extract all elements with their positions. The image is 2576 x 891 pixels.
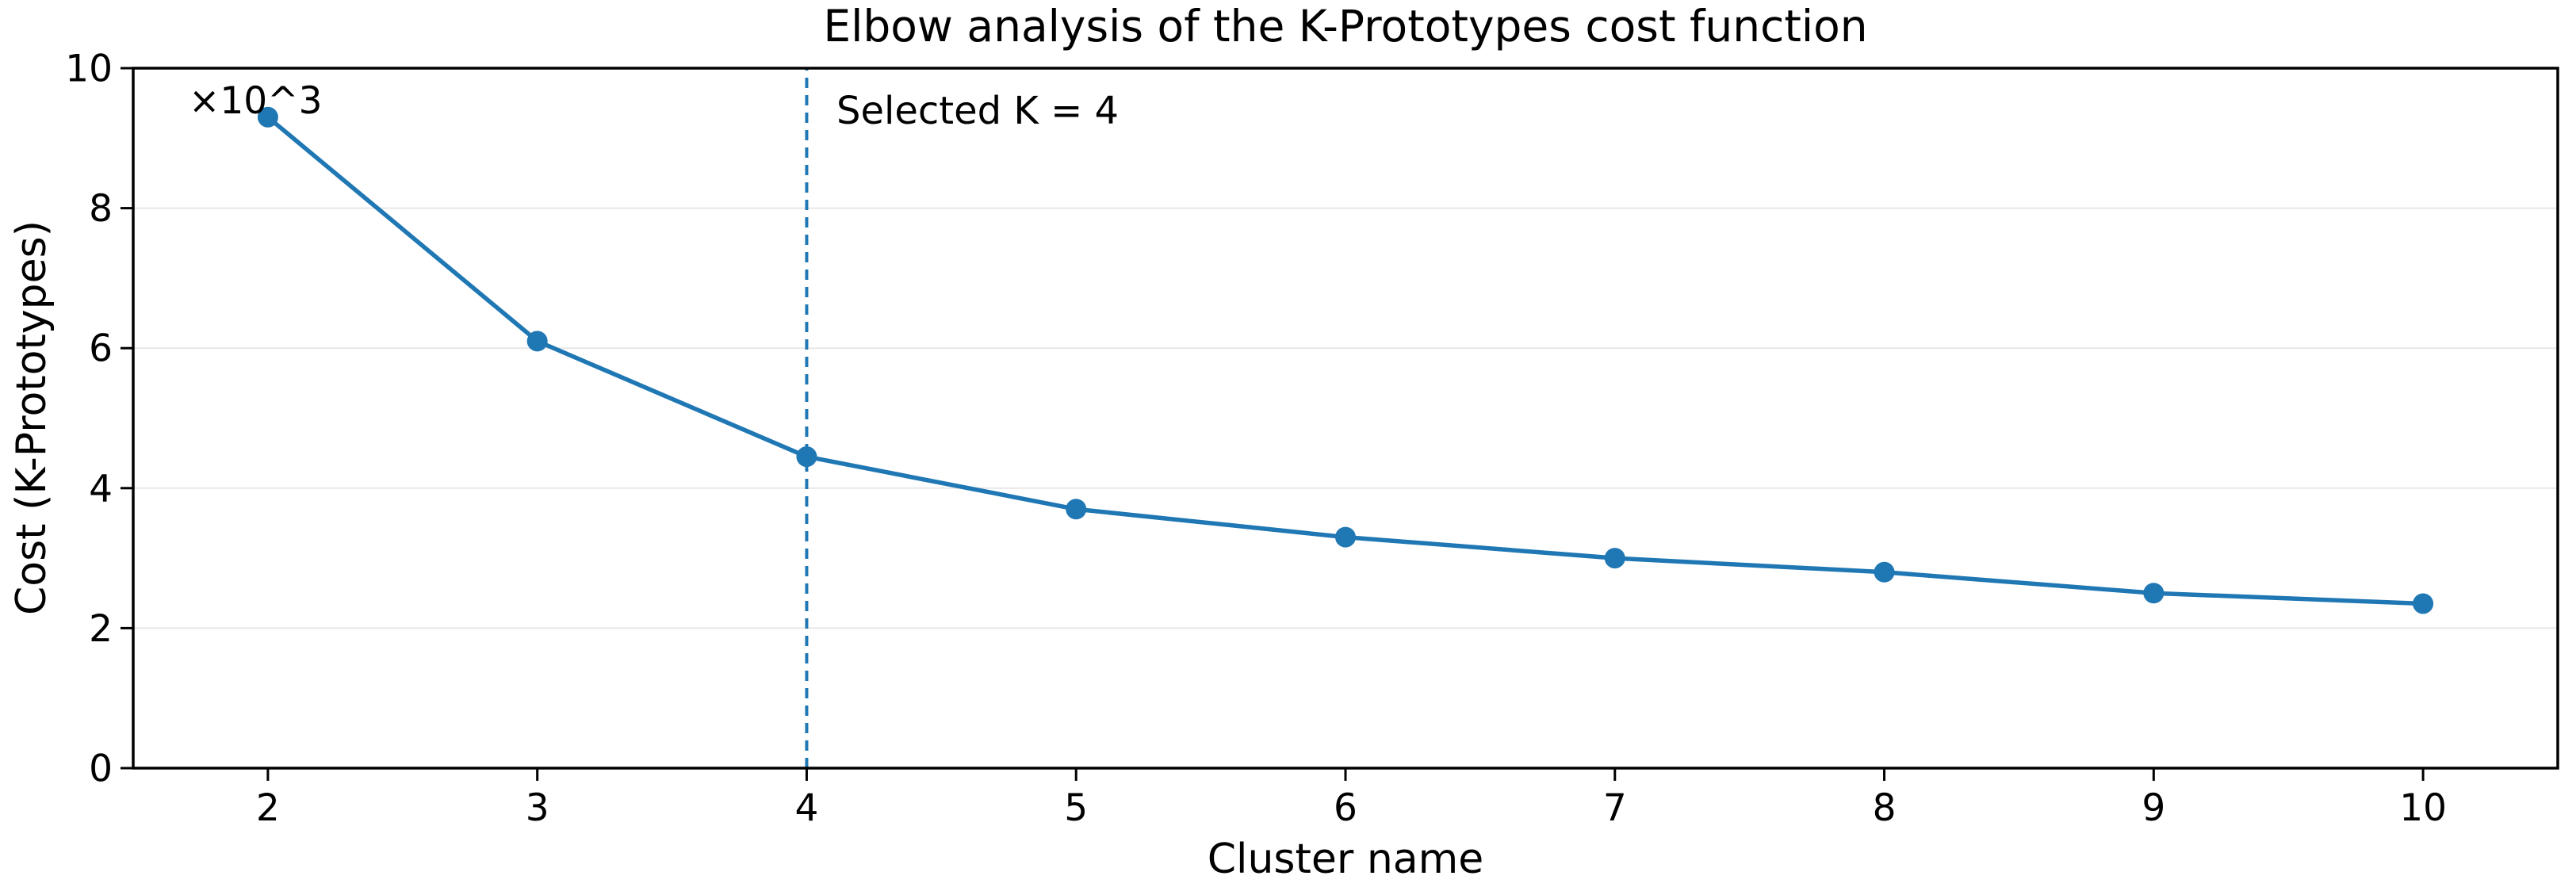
chart-title: Elbow analysis of the K-Prototypes cost … [823, 1, 1868, 52]
y-tick-label-0: 0 [89, 747, 113, 790]
y-tick-label-8: 8 [89, 187, 113, 231]
data-point-k-8 [1874, 561, 1895, 583]
y-axis-label: Cost (K-Prototypes) [8, 220, 56, 616]
x-tick-label-6: 6 [1334, 786, 1357, 830]
data-point-k-7 [1604, 548, 1625, 569]
data-point-k-10 [2413, 593, 2434, 614]
x-tick-label-8: 8 [1873, 786, 1897, 830]
x-tick-label-4: 4 [794, 786, 818, 830]
x-tick-label-9: 9 [2142, 786, 2165, 830]
x-tick-label-3: 3 [526, 786, 549, 830]
y-tick-label-6: 6 [89, 327, 113, 371]
data-point-k-4 [796, 446, 817, 468]
x-tick-label-5: 5 [1064, 786, 1088, 830]
x-tick-label-2: 2 [256, 786, 280, 830]
data-point-k-6 [1335, 526, 1356, 548]
data-point-k-3 [526, 331, 548, 352]
y-axis-offset-text: ×10^3 [189, 79, 323, 123]
x-tick-label-10: 10 [2399, 786, 2447, 830]
y-tick-label-10: 10 [65, 47, 113, 90]
x-tick-label-7: 7 [1603, 786, 1627, 830]
x-axis-label: Cluster name [1207, 836, 1484, 883]
data-point-k-2 [257, 106, 278, 128]
data-point-k-9 [2143, 583, 2165, 604]
plot-border [132, 67, 2559, 770]
y-tick-label-4: 4 [89, 467, 113, 511]
selected-k-annotation: Selected K = 4 [836, 89, 1120, 133]
y-tick-label-2: 2 [89, 607, 113, 651]
data-point-k-5 [1066, 499, 1087, 520]
